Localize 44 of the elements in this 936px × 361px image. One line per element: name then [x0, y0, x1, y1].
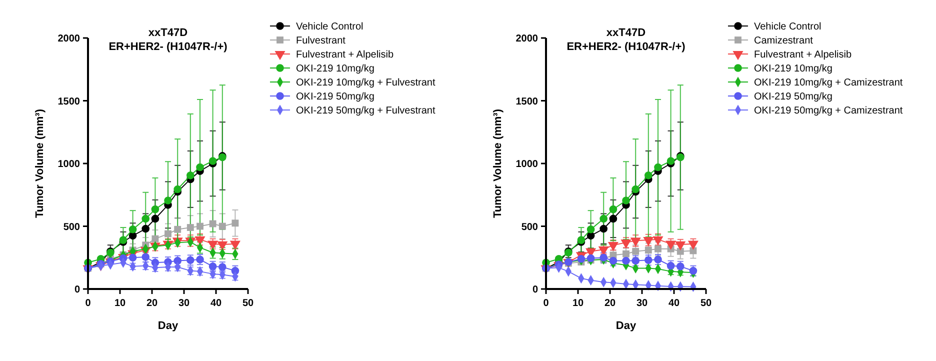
x-axis-title: Day: [158, 320, 179, 332]
chart-title: xxT47D: [148, 27, 188, 39]
x-tick-label: 0: [543, 298, 550, 309]
x-tick-label: 30: [178, 298, 190, 309]
chart-title: xxT47D: [606, 27, 646, 39]
y-tick-label: 0: [532, 284, 538, 296]
legend-label: Fulvestrant: [296, 36, 346, 46]
y-tick-label: 0: [74, 284, 80, 296]
y-tick-label: 1500: [516, 96, 538, 108]
y-tick-label: 1000: [58, 159, 80, 170]
legend-label: OKI-219 50mg/kg + Fulvestrant: [296, 106, 436, 116]
legend-label: OKI-219 50mg/kg: [754, 92, 832, 102]
y-tick-label: 1500: [58, 96, 80, 108]
x-tick-label: 40: [668, 298, 680, 309]
chart-subtitle: ER+HER2- (H1047R-/+): [108, 41, 228, 53]
y-axis-title: Tumor Volume (mm³): [492, 108, 504, 218]
chart-subtitle: ER+HER2- (H1047R-/+): [566, 41, 686, 53]
x-tick-label: 20: [604, 298, 616, 309]
x-tick-label: 50: [700, 298, 712, 309]
x-tick-label: 20: [146, 298, 158, 309]
x-tick-label: 0: [85, 298, 92, 309]
legend-label: OKI-219 10mg/kg: [754, 64, 832, 74]
legend-label: OKI-219 10mg/kg + Camizestrant: [754, 78, 903, 88]
x-tick-label: 30: [636, 298, 648, 309]
y-tick-label: 500: [63, 222, 80, 233]
x-axis-title: Day: [616, 320, 637, 332]
legend-label: Vehicle Control: [754, 22, 822, 32]
legend-label: Camizestrant: [754, 36, 814, 46]
legend-label: OKI-219 10mg/kg: [296, 64, 374, 74]
y-axis-title: Tumor Volume (mm³): [34, 108, 46, 218]
y-tick-label: 2000: [516, 34, 538, 44]
x-tick-label: 40: [210, 298, 222, 309]
legend-label: Vehicle Control: [296, 22, 364, 32]
x-tick-label: 10: [114, 298, 126, 309]
legend-label: Fulvestrant + Alpelisib: [754, 50, 852, 60]
x-tick-label: 10: [572, 298, 584, 309]
legend-label: OKI-219 50mg/kg + Camizestrant: [754, 106, 903, 116]
y-tick-label: 500: [521, 222, 538, 233]
y-tick-label: 1000: [516, 159, 538, 170]
y-tick-label: 2000: [58, 34, 80, 44]
legend-label: OKI-219 50mg/kg: [296, 92, 374, 102]
legend-label: Fulvestrant + Alpelisib: [296, 50, 394, 60]
x-tick-label: 50: [242, 298, 254, 309]
legend-label: OKI-219 10mg/kg + Fulvestrant: [296, 78, 436, 88]
